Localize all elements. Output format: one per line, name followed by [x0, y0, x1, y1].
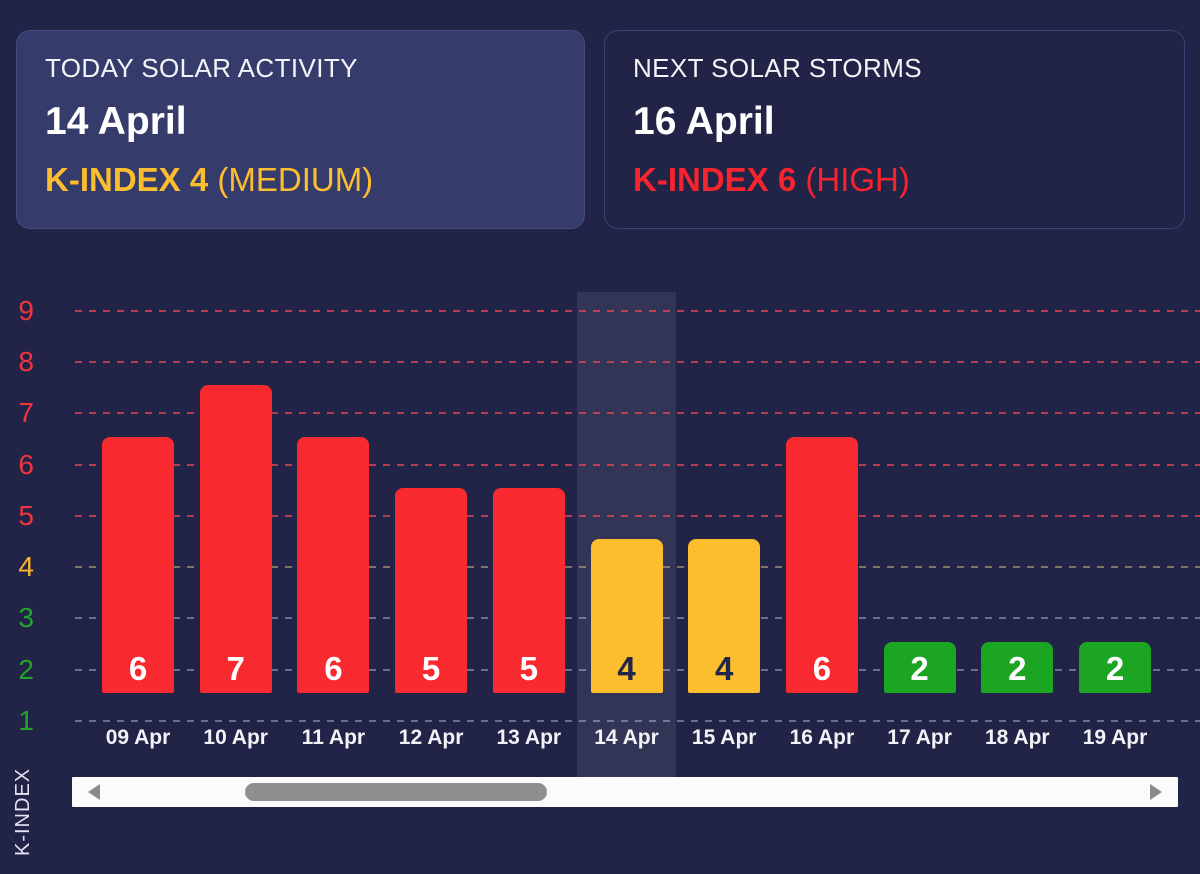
grid-line-9: [75, 309, 1200, 312]
y-axis-tick-4: 4: [18, 551, 34, 583]
x-axis-label: 13 Apr: [496, 726, 562, 749]
k-index-bar-12-apr[interactable]: [395, 487, 468, 693]
x-axis-label: 12 Apr: [398, 726, 464, 749]
y-axis-tick-9: 9: [18, 294, 34, 326]
k-index-bar-11-apr[interactable]: [297, 436, 370, 693]
bar-value-label: 2: [1105, 650, 1125, 687]
bar-value-label: 7: [226, 650, 245, 687]
x-axis-label: 11 Apr: [301, 726, 366, 749]
bar-value-label: 6: [128, 650, 148, 687]
grid-line-5: [75, 514, 1200, 517]
k-index-next-value: K-INDEX 6: [633, 161, 797, 198]
x-axis-label: 19 Apr: [1082, 726, 1148, 749]
scrollbar-thumb[interactable]: [245, 783, 547, 801]
bar-value-label: 6: [324, 650, 343, 687]
card-title-today: TODAY SOLAR ACTIVITY: [45, 53, 358, 83]
x-axis-label: 17 Apr: [887, 726, 952, 749]
k-index-bar-17-apr[interactable]: [883, 641, 956, 693]
k-index-next-level: (HIGH): [805, 161, 910, 198]
bar-value-label: 4: [715, 650, 734, 687]
k-index-today-level: (MEDIUM): [217, 161, 374, 198]
y-axis-tick-7: 7: [18, 397, 34, 429]
bar-value-label: 6: [812, 650, 832, 687]
highlighted-day-band: [577, 292, 676, 777]
y-axis-tick-8: 8: [18, 345, 34, 377]
k-index-bar-13-apr[interactable]: [492, 487, 565, 693]
grid-line-8: [75, 360, 1200, 363]
card-date-today: 14 April: [45, 100, 187, 143]
k-index-today: K-INDEX 4 (MEDIUM): [45, 161, 556, 199]
y-axis-title: K-INDEX: [12, 767, 34, 856]
k-index-bar-15-apr[interactable]: [688, 539, 761, 693]
bar-value-label: 4: [617, 650, 636, 687]
left-arrow-icon[interactable]: [88, 784, 100, 800]
x-axis-label: 09 Apr: [105, 726, 171, 749]
k-index-bar-09-apr[interactable]: [102, 436, 174, 693]
bar-value-label: 5: [421, 650, 441, 687]
y-axis-tick-6: 6: [18, 448, 34, 480]
x-axis-label: 15 Apr: [691, 726, 757, 749]
x-axis-label: 16 Apr: [789, 726, 855, 749]
y-axis-tick-3: 3: [18, 602, 34, 634]
k-index-bar-18-apr[interactable]: [981, 641, 1054, 693]
card-date-next: 16 April: [633, 100, 775, 143]
grid-line-1: [75, 720, 1200, 722]
k-index-bar-16-apr[interactable]: [785, 436, 858, 693]
y-axis-tick-2: 2: [18, 653, 34, 685]
x-axis-label: 10 Apr: [203, 726, 268, 749]
bar-value-label: 2: [910, 650, 929, 687]
bar-value-label: 2: [1008, 650, 1027, 687]
grid-line-6: [75, 463, 1200, 466]
next-solar-storms-card: NEXT SOLAR STORMS 16 April K-INDEX 6 (HI…: [604, 30, 1185, 229]
k-index-bar-14-apr[interactable]: [590, 539, 663, 693]
k-index-bar-10-apr[interactable]: [199, 385, 272, 693]
grid-line-7: [75, 412, 1200, 415]
right-arrow-icon[interactable]: [1150, 784, 1162, 800]
k-index-bar-19-apr[interactable]: [1079, 641, 1151, 693]
x-axis-label: 14 Apr: [594, 726, 659, 749]
y-axis-tick-1: 1: [18, 705, 34, 736]
x-axis-label: 18 Apr: [985, 726, 1050, 749]
horizontal-scrollbar[interactable]: [72, 777, 1178, 807]
card-title-next: NEXT SOLAR STORMS: [633, 53, 923, 83]
k-index-today-value: K-INDEX 4: [45, 161, 209, 198]
y-axis-tick-5: 5: [18, 499, 34, 531]
today-solar-activity-card: TODAY SOLAR ACTIVITY 14 April K-INDEX 4 …: [16, 30, 585, 229]
k-index-next: K-INDEX 6 (HIGH): [633, 161, 1156, 199]
bar-value-label: 5: [519, 650, 538, 687]
